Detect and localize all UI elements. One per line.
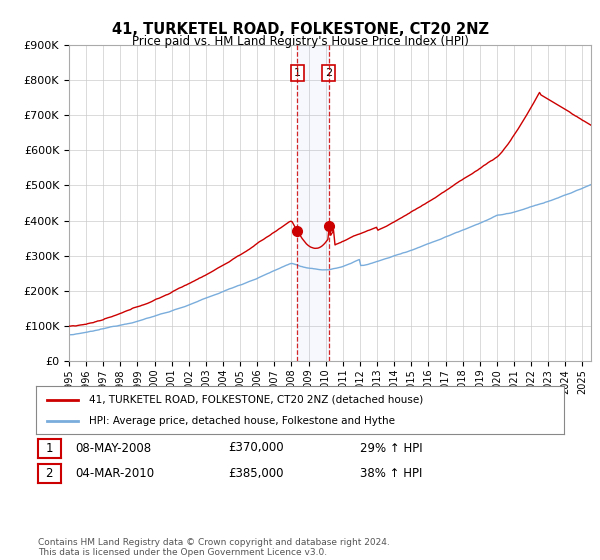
Bar bbox=[298, 45, 329, 361]
Text: 2: 2 bbox=[325, 68, 332, 78]
Text: 41, TURKETEL ROAD, FOLKESTONE, CT20 2NZ (detached house): 41, TURKETEL ROAD, FOLKESTONE, CT20 2NZ … bbox=[89, 395, 423, 405]
Text: Price paid vs. HM Land Registry's House Price Index (HPI): Price paid vs. HM Land Registry's House … bbox=[131, 35, 469, 48]
Text: Contains HM Land Registry data © Crown copyright and database right 2024.
This d: Contains HM Land Registry data © Crown c… bbox=[38, 538, 389, 557]
Text: 41, TURKETEL ROAD, FOLKESTONE, CT20 2NZ: 41, TURKETEL ROAD, FOLKESTONE, CT20 2NZ bbox=[112, 22, 488, 38]
Text: 38% ↑ HPI: 38% ↑ HPI bbox=[360, 466, 422, 480]
Text: 08-MAY-2008: 08-MAY-2008 bbox=[75, 441, 151, 455]
Text: £385,000: £385,000 bbox=[228, 466, 284, 480]
Text: 04-MAR-2010: 04-MAR-2010 bbox=[75, 466, 154, 480]
Text: 1: 1 bbox=[294, 68, 301, 78]
Text: 29% ↑ HPI: 29% ↑ HPI bbox=[360, 441, 422, 455]
Text: 2: 2 bbox=[46, 467, 53, 480]
Text: £370,000: £370,000 bbox=[228, 441, 284, 455]
Text: 1: 1 bbox=[46, 442, 53, 455]
Text: HPI: Average price, detached house, Folkestone and Hythe: HPI: Average price, detached house, Folk… bbox=[89, 416, 395, 426]
